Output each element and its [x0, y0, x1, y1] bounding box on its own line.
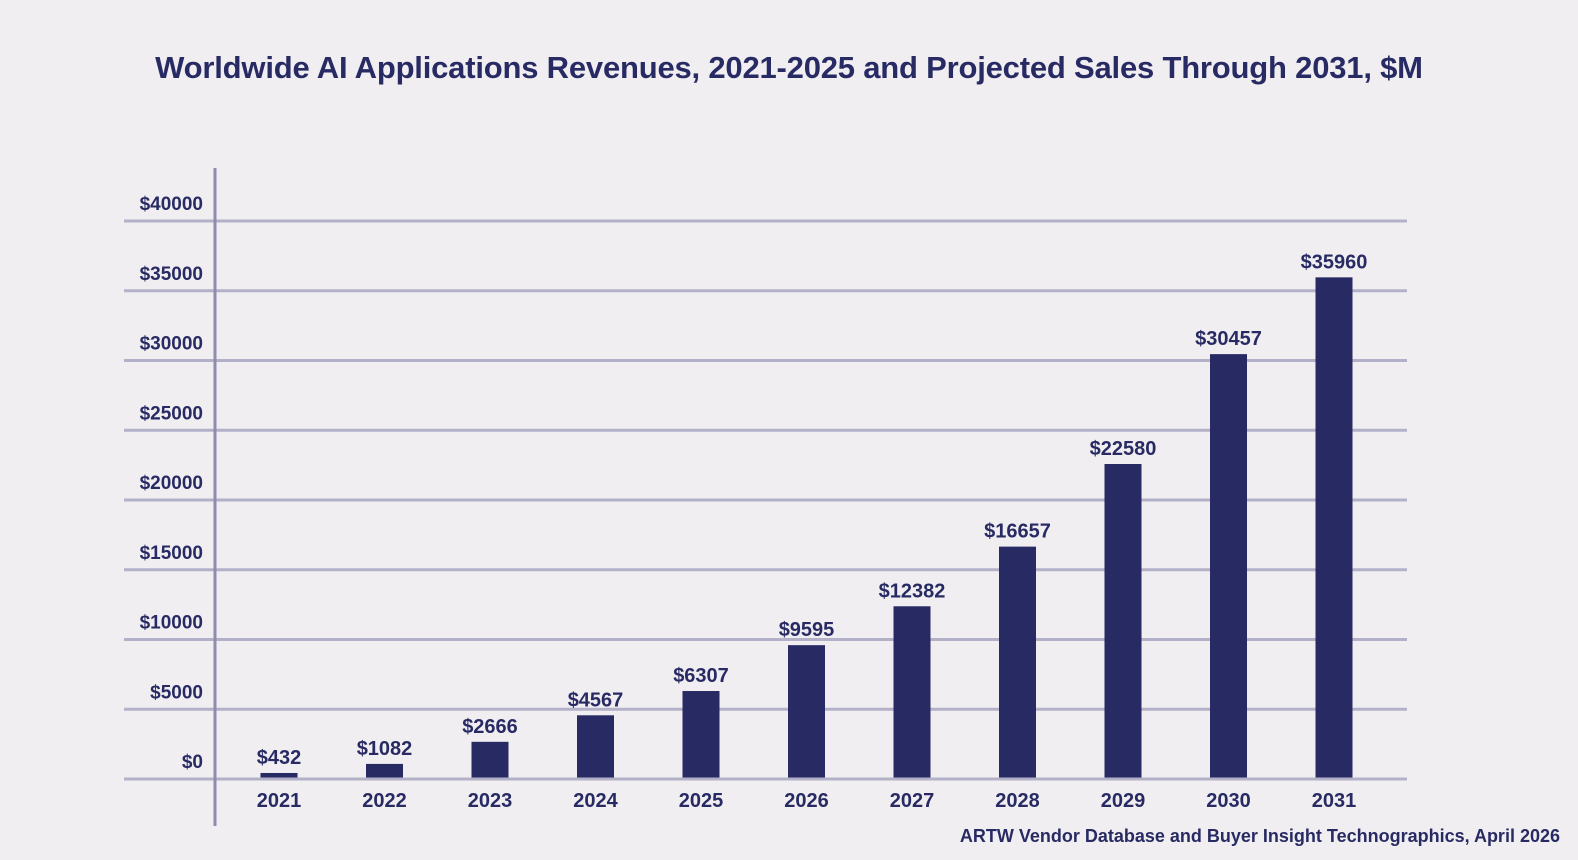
data-label: $432 [257, 747, 302, 769]
data-label: $2666 [462, 716, 518, 738]
x-tick-label: 2029 [1101, 790, 1146, 812]
data-label: $4567 [568, 689, 624, 711]
data-label: $16657 [984, 521, 1051, 543]
x-tick-label: 2026 [784, 790, 829, 812]
data-label: $35960 [1301, 251, 1368, 273]
bar [1104, 464, 1142, 778]
data-label: $6307 [673, 665, 729, 687]
x-tick-label: 2028 [995, 790, 1040, 812]
x-tick-label: 2023 [468, 790, 513, 812]
data-label: $12382 [879, 580, 946, 602]
y-tick-label: $35000 [140, 264, 203, 285]
bar [893, 606, 931, 778]
bar [577, 715, 614, 778]
y-tick-label: $0 [182, 752, 203, 773]
bar [1210, 354, 1247, 778]
data-label: $30457 [1195, 328, 1262, 350]
data-label: $22580 [1090, 438, 1157, 460]
bar [260, 772, 298, 778]
y-tick-label: $5000 [150, 682, 203, 703]
y-tick-label: $30000 [140, 334, 203, 355]
x-tick-label: 2027 [890, 790, 935, 812]
bar [1315, 277, 1353, 778]
x-tick-label: 2024 [573, 790, 618, 812]
y-tick-label: $20000 [140, 473, 203, 494]
source-note: ARTW Vendor Database and Buyer Insight T… [959, 826, 1560, 846]
y-tick-label: $10000 [140, 613, 203, 634]
bar [471, 741, 509, 778]
bar [366, 763, 403, 778]
x-tick-label: 2021 [257, 790, 302, 812]
x-tick-label: 2022 [362, 790, 407, 812]
x-tick-label: 2030 [1206, 790, 1251, 812]
y-tick-label: $15000 [140, 543, 203, 564]
y-tick-label: $40000 [140, 194, 203, 215]
bar [682, 691, 720, 778]
bar [788, 645, 825, 778]
bar [999, 546, 1036, 778]
chart-title: Worldwide AI Applications Revenues, 2021… [155, 50, 1423, 85]
y-tick-label: $25000 [140, 403, 203, 424]
data-label: $1082 [357, 738, 413, 760]
x-tick-label: 2025 [679, 790, 724, 812]
x-tick-label: 2031 [1312, 790, 1357, 812]
data-label: $9595 [779, 619, 835, 641]
